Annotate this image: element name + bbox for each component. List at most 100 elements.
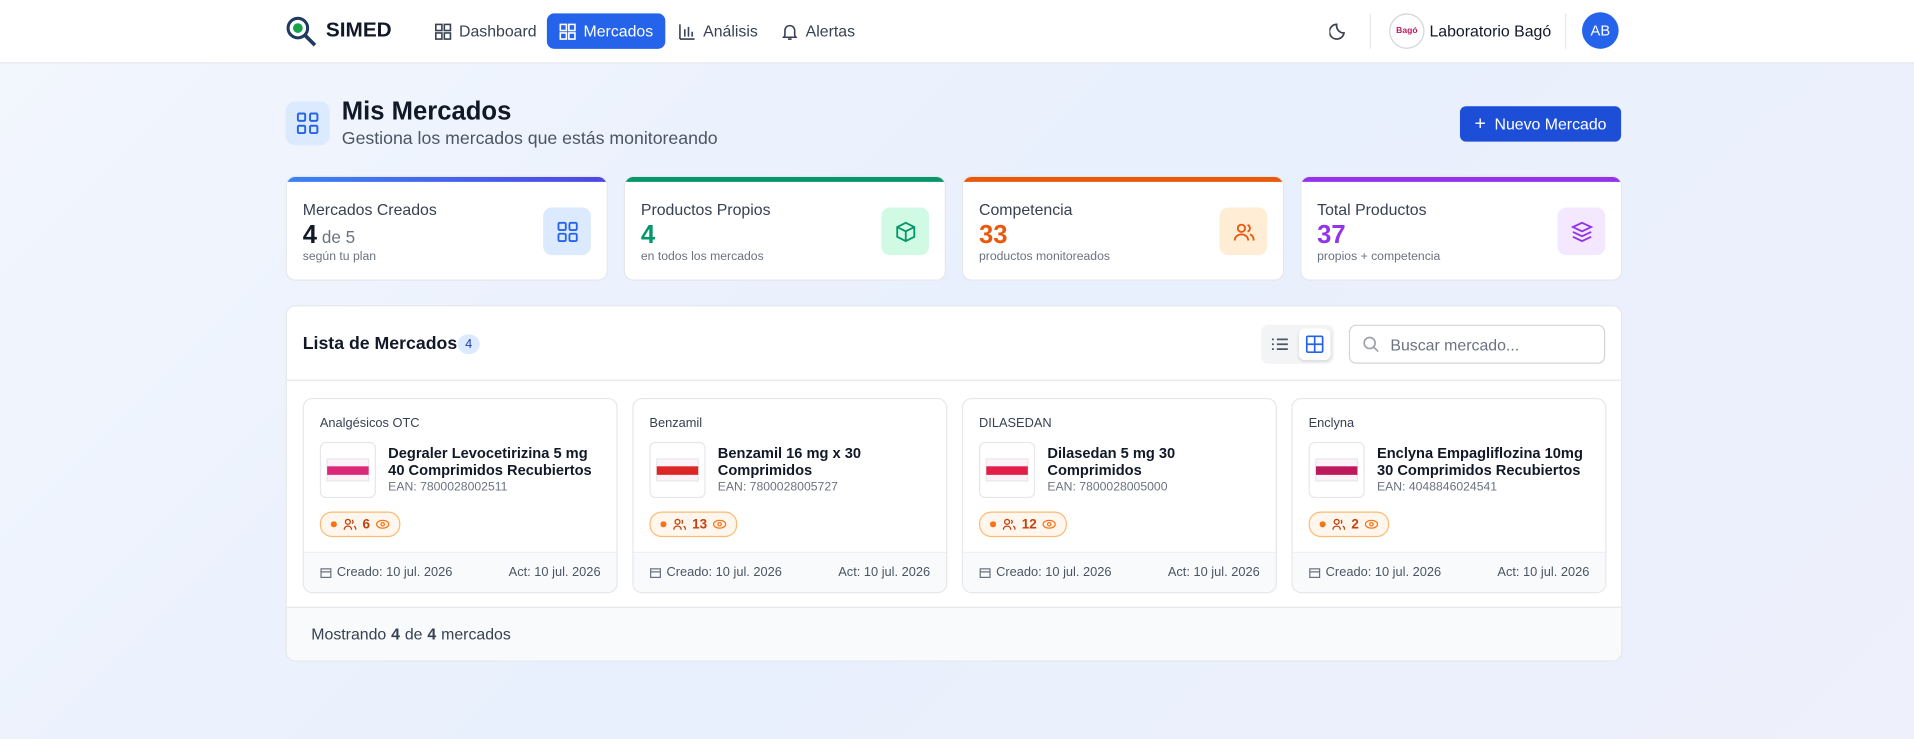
- created-date: Creado: 10 jul. 2026: [996, 565, 1112, 580]
- grid-view-button[interactable]: [1298, 328, 1331, 361]
- stat-card: Total Productos 37 propios + competencia: [1300, 175, 1623, 281]
- stat-label: Mercados Creados: [302, 200, 437, 219]
- stat-value-row: 33: [979, 221, 1008, 250]
- stat-icon: [1219, 207, 1268, 256]
- product-ean: EAN: 7800028002511: [388, 480, 508, 495]
- market-card[interactable]: Enclyna Enclyna Empagliflozina 10mg 30 Co…: [1291, 397, 1607, 594]
- product-image: [649, 441, 706, 499]
- stat-value-row: 37: [1317, 221, 1346, 250]
- market-category: DILASEDAN: [979, 416, 1052, 431]
- footer-text: de: [404, 624, 423, 644]
- updated-date: Act: 10 jul. 2026: [838, 565, 931, 580]
- created-wrap: Creado: 10 jul. 2026: [979, 565, 1112, 580]
- created-date: Creado: 10 jul. 2026: [336, 565, 453, 580]
- page-subtitle: Gestiona los mercados que estás monitore…: [341, 129, 718, 149]
- stat-accent: [624, 177, 945, 182]
- product-name: Benzamil 16 mg x 30 Comprimidos: [717, 444, 862, 479]
- competitor-badge: 2: [1308, 511, 1390, 538]
- created-wrap: Creado: 10 jul. 2026: [1309, 565, 1442, 580]
- stat-label: Competencia: [979, 200, 1073, 219]
- stat-note: productos monitoreados: [979, 250, 1110, 264]
- nav-label: Dashboard: [458, 21, 537, 41]
- button-label: Nuevo Mercado: [1494, 114, 1607, 134]
- nav-label: Análisis: [703, 21, 758, 41]
- theme-toggle[interactable]: [1329, 21, 1349, 41]
- stat-note: según tu plan: [302, 250, 377, 264]
- nav-label: Alertas: [805, 21, 856, 41]
- stat-value: 33: [979, 220, 1008, 250]
- updated-date: Act: 10 jul. 2026: [508, 565, 601, 580]
- product-name: Enclyna Empagliflozina 10mg 30 Comprimid…: [1376, 444, 1583, 479]
- competitor-count: 2: [1351, 516, 1359, 532]
- created-date: Creado: 10 jul. 2026: [1325, 565, 1442, 580]
- stat-note: propios + competencia: [1317, 250, 1441, 264]
- stat-label: Total Productos: [1317, 200, 1427, 219]
- market-card-footer: Creado: 10 jul. 2026 Act: 10 jul. 2026: [963, 551, 1276, 593]
- brand: SIMED: [325, 18, 392, 42]
- product-image: [979, 441, 1036, 499]
- footer-number: 4: [391, 624, 400, 644]
- created-date: Creado: 10 jul. 2026: [666, 565, 782, 580]
- product-ean: EAN: 7800028005000: [1047, 480, 1168, 495]
- stat-note: en todos los mercados: [640, 250, 764, 264]
- market-card[interactable]: DILASEDAN Dilasedan 5 mg 30 Comprimidos EA…: [961, 397, 1277, 594]
- product-name: Dilasedan 5 mg 30 Comprimidos: [1047, 444, 1176, 479]
- nav-label: Mercados: [583, 21, 654, 41]
- market-card-footer: Creado: 10 jul. 2026 Act: 10 jul. 2026: [1292, 551, 1606, 593]
- product-name: Degraler Levocetirizina 5 mg 40 Comprimi…: [388, 444, 592, 479]
- view-toggle: [1260, 324, 1335, 364]
- competitor-badge: 6: [319, 511, 401, 538]
- stat-card: Competencia 33 productos monitoreados: [961, 175, 1285, 281]
- stat-card: Productos Propios 4 en todos los mercados: [623, 175, 947, 281]
- nav-item[interactable]: Análisis: [667, 13, 771, 48]
- footer-text: Mostrando: [311, 624, 387, 644]
- list-count: 4: [457, 334, 480, 355]
- competitor-count: 13: [692, 516, 708, 532]
- list-footer: Mostrando 4 de 4 mercados: [286, 606, 1622, 661]
- stat-value: 37: [1317, 220, 1346, 250]
- market-card[interactable]: Analgésicos OTC Degraler Levocetirizina 5…: [302, 397, 618, 594]
- new-market-button[interactable]: + Nuevo Mercado: [1459, 106, 1622, 142]
- nav-item[interactable]: Dashboard: [422, 13, 548, 48]
- product-image: [319, 441, 376, 499]
- market-card-footer: Creado: 10 jul. 2026 Act: 10 jul. 2026: [303, 551, 617, 593]
- company-name[interactable]: Laboratorio Bagó: [1429, 21, 1552, 41]
- market-card-footer: Creado: 10 jul. 2026 Act: 10 jul. 2026: [633, 551, 947, 593]
- company-logo: Bagó: [1389, 13, 1425, 49]
- navbar: SIMED Dashboard Mercados Análisis Alertas B…: [0, 0, 1914, 64]
- market-category: Analgésicos OTC: [319, 416, 420, 431]
- stat-icon: [543, 207, 591, 256]
- stat-card: Mercados Creados 4 de 5 según tu plan: [285, 175, 608, 281]
- competitor-badge: 12: [979, 511, 1068, 538]
- footer-number: 4: [427, 624, 437, 644]
- search-placeholder: Buscar mercado...: [1390, 335, 1520, 355]
- avatar[interactable]: AB: [1582, 12, 1619, 49]
- logo-icon: [286, 16, 317, 47]
- stat-icon: [881, 207, 929, 256]
- nav-item[interactable]: Mercados: [546, 13, 666, 49]
- stat-extra: de 5: [321, 227, 356, 247]
- competitor-badge: 13: [649, 511, 738, 538]
- product-image: [1308, 441, 1365, 499]
- updated-date: Act: 10 jul. 2026: [1167, 565, 1260, 580]
- created-wrap: Creado: 10 jul. 2026: [320, 565, 453, 580]
- list-view-button[interactable]: [1271, 334, 1291, 354]
- market-category: Benzamil: [649, 416, 703, 431]
- stat-label: Productos Propios: [640, 200, 771, 219]
- product-ean: EAN: 4048846024541: [1376, 480, 1498, 495]
- stat-accent: [1301, 177, 1622, 182]
- created-wrap: Creado: 10 jul. 2026: [649, 565, 782, 580]
- nav-item[interactable]: Alertas: [769, 13, 867, 48]
- stat-accent: [286, 177, 607, 182]
- footer-text: mercados: [441, 624, 511, 644]
- product-ean: EAN: 7800028005727: [717, 480, 838, 495]
- stat-accent: [963, 177, 1283, 182]
- competitor-count: 6: [362, 516, 371, 532]
- market-card[interactable]: Benzamil Benzamil 16 mg x 30 Comprimidos E…: [632, 397, 948, 594]
- search-input[interactable]: Buscar mercado...: [1348, 324, 1606, 364]
- stat-value: 4: [640, 220, 656, 250]
- header-icon: [285, 101, 330, 146]
- list-title: Lista de Mercados: [302, 334, 458, 355]
